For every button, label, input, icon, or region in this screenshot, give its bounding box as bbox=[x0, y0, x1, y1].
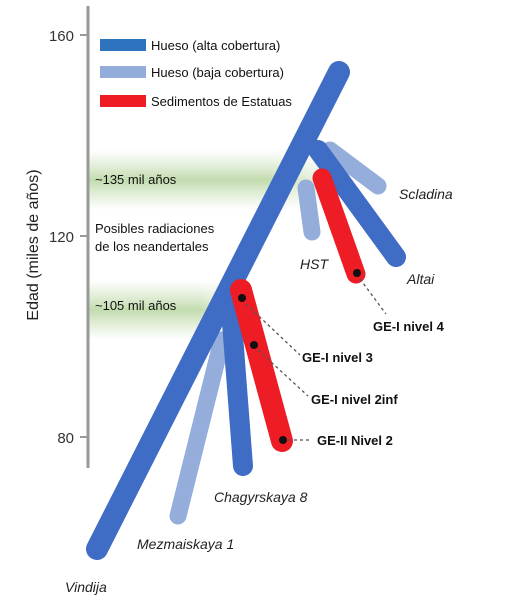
label-scladina: Scladina bbox=[399, 186, 453, 202]
label-hst: HST bbox=[300, 256, 329, 272]
sediment-bar-ge1-nivel4 bbox=[312, 168, 366, 284]
branch-vindija bbox=[86, 61, 350, 560]
band-label-135: ~135 mil años bbox=[95, 172, 177, 187]
label-vindija: Vindija bbox=[65, 579, 107, 595]
leader-ge1-nivel4 bbox=[359, 278, 387, 315]
legend-label-low-coverage: Hueso (baja cobertura) bbox=[151, 65, 284, 80]
tick-label-160: 160 bbox=[49, 28, 74, 45]
low-coverage-branches bbox=[169, 141, 387, 525]
band-label-105: ~105 mil años bbox=[95, 298, 177, 313]
high-coverage-branches bbox=[86, 61, 406, 560]
label-mezmaiskaya: Mezmaiskaya 1 bbox=[137, 536, 234, 552]
dot-ge1-nivel2inf bbox=[250, 341, 258, 349]
dot-ge1-nivel3 bbox=[238, 294, 246, 302]
branch-chagyrskaya bbox=[220, 286, 253, 476]
sample-labels: GE-I nivel 4 GE-I nivel 3 GE-I nivel 2in… bbox=[302, 319, 445, 448]
legend-swatch-high-coverage bbox=[100, 39, 146, 51]
label-ge1-nivel2inf: GE-I nivel 2inf bbox=[311, 392, 398, 407]
leader-ge1-nivel3 bbox=[245, 303, 301, 356]
dot-ge2-nivel2 bbox=[279, 436, 287, 444]
tick-label-80: 80 bbox=[57, 430, 74, 447]
dot-ge1-nivel4 bbox=[353, 269, 361, 277]
branch-altai bbox=[308, 140, 406, 267]
branch-labels: Scladina HST Altai Chagyrskaya 8 Mezmais… bbox=[65, 186, 453, 595]
sediment-bar-ge1-nivel3-2inf-ge2 bbox=[230, 279, 293, 452]
legend-swatch-low-coverage bbox=[100, 66, 146, 78]
tick-label-120: 120 bbox=[49, 229, 74, 246]
leader-ge1-nivel2inf bbox=[257, 349, 309, 397]
branch-hst bbox=[297, 179, 321, 241]
branch-mezmaiskaya bbox=[169, 331, 231, 525]
y-axis: 160 120 80 Edad (miles de años) bbox=[25, 6, 90, 468]
label-altai: Altai bbox=[406, 271, 435, 287]
legend-label-high-coverage: Hueso (alta cobertura) bbox=[151, 38, 280, 53]
radiation-label-line2: de los neandertales bbox=[95, 239, 209, 254]
legend-label-sediments: Sedimentos de Estatuas bbox=[151, 94, 292, 109]
sample-dots bbox=[238, 269, 361, 444]
label-ge2-nivel2: GE-II Nivel 2 bbox=[317, 433, 393, 448]
y-axis-title: Edad (miles de años) bbox=[25, 169, 42, 320]
label-ge1-nivel4: GE-I nivel 4 bbox=[373, 319, 445, 334]
band-labels: ~135 mil años Posibles radiaciones de lo… bbox=[95, 172, 215, 313]
legend-swatch-sediments bbox=[100, 95, 146, 107]
legend: Hueso (alta cobertura) Hueso (baja cober… bbox=[100, 38, 292, 109]
radiation-label-line1: Posibles radiaciones bbox=[95, 221, 215, 236]
branch-scladina bbox=[321, 141, 387, 195]
label-chagyrskaya: Chagyrskaya 8 bbox=[214, 489, 308, 505]
label-ge1-nivel3: GE-I nivel 3 bbox=[302, 350, 373, 365]
sediment-bars bbox=[230, 168, 366, 452]
leader-lines bbox=[245, 278, 387, 441]
